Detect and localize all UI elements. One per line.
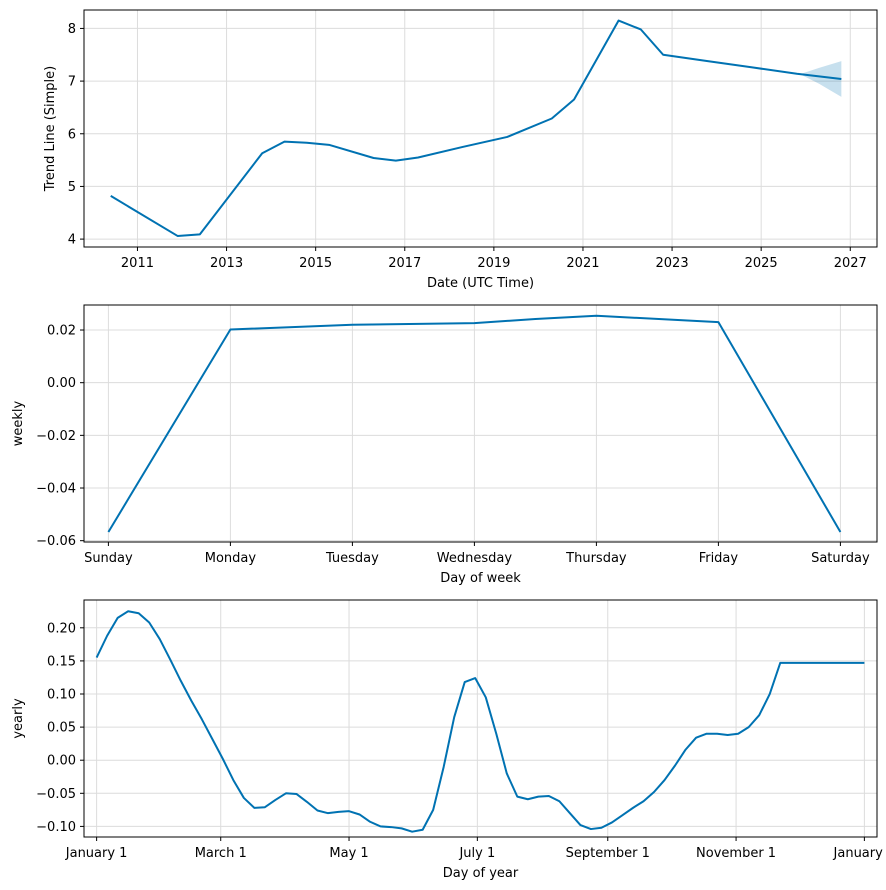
weekly-y-tick-label: −0.04 [36, 482, 76, 497]
weekly-x-tick-label: Sunday [84, 551, 133, 566]
weekly-panel: Sunday Monday Tuesday Wednesday Thursday Frid… [11, 304, 878, 586]
yearly-x-tick-label: May 1 [329, 846, 368, 861]
yearly-series-line [95, 610, 865, 833]
trend-y-axis-label: Trend Line (Simple) [43, 66, 58, 192]
weekly-y-tick-label: −0.06 [36, 534, 76, 549]
yearly-y-tick-label: 0.20 [47, 621, 76, 636]
yearly-y-tick-label: 0.05 [47, 721, 76, 736]
trend-y-tick-label: 4 [68, 233, 76, 248]
yearly-x-tick-label: November 1 [696, 846, 776, 861]
weekly-y-axis-label: weekly [11, 400, 26, 446]
trend-x-tick-label: 2015 [299, 256, 332, 271]
yearly-y-axis-label: yearly [11, 698, 26, 739]
weekly-y-tick-label: 0.02 [47, 324, 76, 339]
weekly-x-tick-label: Friday [699, 551, 739, 566]
weekly-x-tick-label: Wednesday [437, 551, 513, 566]
yearly-axes-frame [83, 599, 878, 838]
trend-series-line [110, 19, 842, 237]
yearly-x-tick-label: July 1 [458, 846, 495, 861]
trend-x-tick-label: 2013 [210, 256, 243, 271]
weekly-axes-frame [83, 304, 878, 543]
weekly-y-tick-label: 0.00 [47, 376, 76, 391]
weekly-x-tick-label: Monday [205, 551, 257, 566]
trend-y-tick-label: 8 [68, 22, 76, 37]
weekly-x-axis-label: Day of week [440, 571, 521, 586]
trend-x-tick-label: 2021 [566, 256, 599, 271]
yearly-y-tick-label: 0.10 [47, 688, 76, 703]
trend-panel: 2011 2013 2015 2017 2019 2021 2023 2025 2027 4 5 6 7… [43, 9, 878, 291]
weekly-y-tick-label: −0.02 [36, 429, 76, 444]
trend-uncertainty-band [801, 61, 842, 97]
trend-x-tick-label: 2017 [388, 256, 421, 271]
yearly-y-tick-label: 0.15 [47, 654, 76, 669]
yearly-panel: January 1 March 1 May 1 July 1 September 1 No… [11, 599, 886, 881]
trend-y-tick-label: 7 [68, 75, 76, 90]
trend-x-tick-label: 2011 [121, 256, 154, 271]
trend-x-tick-label: 2023 [656, 256, 689, 271]
yearly-y-tick-label: −0.05 [36, 787, 76, 802]
yearly-x-tick-label: January 1 [833, 846, 886, 861]
yearly-x-axis-label: Day of year [443, 866, 519, 881]
weekly-series-line [107, 314, 842, 533]
weekly-x-tick-label: Thursday [565, 551, 627, 566]
trend-x-tick-label: 2027 [834, 256, 867, 271]
trend-y-tick-label: 5 [68, 180, 76, 195]
trend-x-tick-label: 2019 [477, 256, 510, 271]
trend-x-tick-label: 2025 [745, 256, 778, 271]
yearly-y-tick-label: −0.10 [36, 820, 76, 835]
yearly-x-tick-label: January 1 [65, 846, 128, 861]
trend-y-tick-label: 6 [68, 127, 76, 142]
weekly-x-tick-label: Saturday [811, 551, 870, 566]
weekly-x-tick-label: Tuesday [325, 551, 379, 566]
yearly-x-tick-label: September 1 [566, 846, 650, 861]
yearly-y-tick-label: 0.00 [47, 754, 76, 769]
trend-axes-frame [83, 9, 878, 248]
yearly-x-tick-label: March 1 [195, 846, 247, 861]
trend-x-axis-label: Date (UTC Time) [427, 276, 534, 291]
